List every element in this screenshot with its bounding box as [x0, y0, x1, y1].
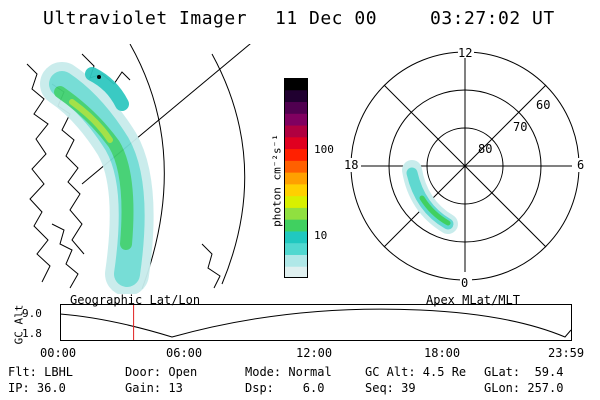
colorbar-band — [284, 219, 308, 232]
altitude-curve — [60, 308, 572, 338]
info-gc-alt: GC Alt: 4.5 Re — [365, 365, 467, 379]
info-glon: GLon: 257.0 — [484, 381, 564, 395]
lat-label-60: 60 — [536, 98, 551, 112]
colorbar-band — [284, 172, 308, 185]
colorbar-tick-10: 10 — [314, 229, 328, 242]
lat-label-80: 80 — [478, 142, 493, 156]
info-filter: Flt: LBHL — [8, 365, 74, 379]
colorbar-band — [284, 136, 308, 150]
colorbar-band — [284, 101, 308, 114]
info-gain: Gain: 13 — [125, 381, 183, 395]
mlt-label-6: 6 — [577, 158, 585, 172]
instrument-title: Ultraviolet Imager — [43, 8, 248, 29]
colorbar-band — [284, 195, 308, 208]
colorbar-band — [284, 266, 308, 278]
colorbar-band — [284, 148, 308, 161]
colorbar-band — [284, 242, 308, 255]
colorbar-frame — [284, 78, 308, 278]
lat-arc-outer — [211, 53, 246, 285]
geographic-image-panel — [26, 44, 251, 294]
pole-marker — [97, 75, 101, 79]
info-mode: Mode: Normal — [245, 365, 332, 379]
info-ip: IP: 36.0 — [8, 381, 66, 395]
auroral-oval-polar — [402, 160, 458, 234]
time-tick-2359: 23:59 — [548, 346, 585, 360]
polar-panel-label: Apex MLat/MLT — [426, 293, 520, 307]
info-dsp: Dsp: 6.0 — [245, 381, 325, 395]
info-door: Door: Open — [125, 365, 198, 379]
colorbar — [284, 78, 308, 278]
mlt-axis-diag-2 — [383, 84, 547, 248]
mlt-label-12: 12 — [458, 46, 473, 60]
polar-mlat-mlt-plot — [343, 48, 586, 284]
lat-label-70: 70 — [513, 120, 528, 134]
auroral-oval-geo — [40, 62, 154, 294]
time-tick-1800: 18:00 — [424, 346, 461, 360]
geo-panel-label: Geographic Lat/Lon — [70, 293, 201, 307]
colorbar-band — [284, 78, 308, 91]
lat-arc-inner — [129, 44, 165, 289]
colorbar-band — [284, 125, 308, 138]
colorbar-unit-label: photon cm⁻²s⁻¹ — [270, 134, 284, 227]
coastline — [26, 63, 51, 283]
colorbar-band — [284, 160, 308, 173]
coastline-5 — [201, 243, 221, 289]
alt-y-max: 9.0 — [22, 307, 42, 320]
colorbar-band — [284, 113, 308, 126]
colorbar-band — [284, 183, 308, 197]
colorbar-tick-100: 100 — [314, 143, 334, 156]
info-glat: GLat: 59.4 — [484, 365, 564, 379]
mlt-label-0: 0 — [461, 276, 469, 290]
colorbar-band — [284, 254, 308, 267]
date-readout: 11 Dec 00 — [275, 8, 378, 29]
colorbar-band — [284, 89, 308, 103]
mlt-label-18: 18 — [344, 158, 359, 172]
colorbar-band — [284, 207, 308, 220]
coastline-4 — [51, 223, 79, 289]
altitude-plot — [60, 304, 572, 341]
info-seq: Seq: 39 — [365, 381, 416, 395]
time-readout: 03:27:02 UT — [430, 8, 555, 29]
alt-y-min: 1.8 — [22, 327, 42, 340]
time-tick-0600: 06:00 — [166, 346, 203, 360]
colorbar-band — [284, 230, 308, 244]
time-tick-1200: 12:00 — [296, 346, 333, 360]
time-tick-0000: 00:00 — [40, 346, 77, 360]
